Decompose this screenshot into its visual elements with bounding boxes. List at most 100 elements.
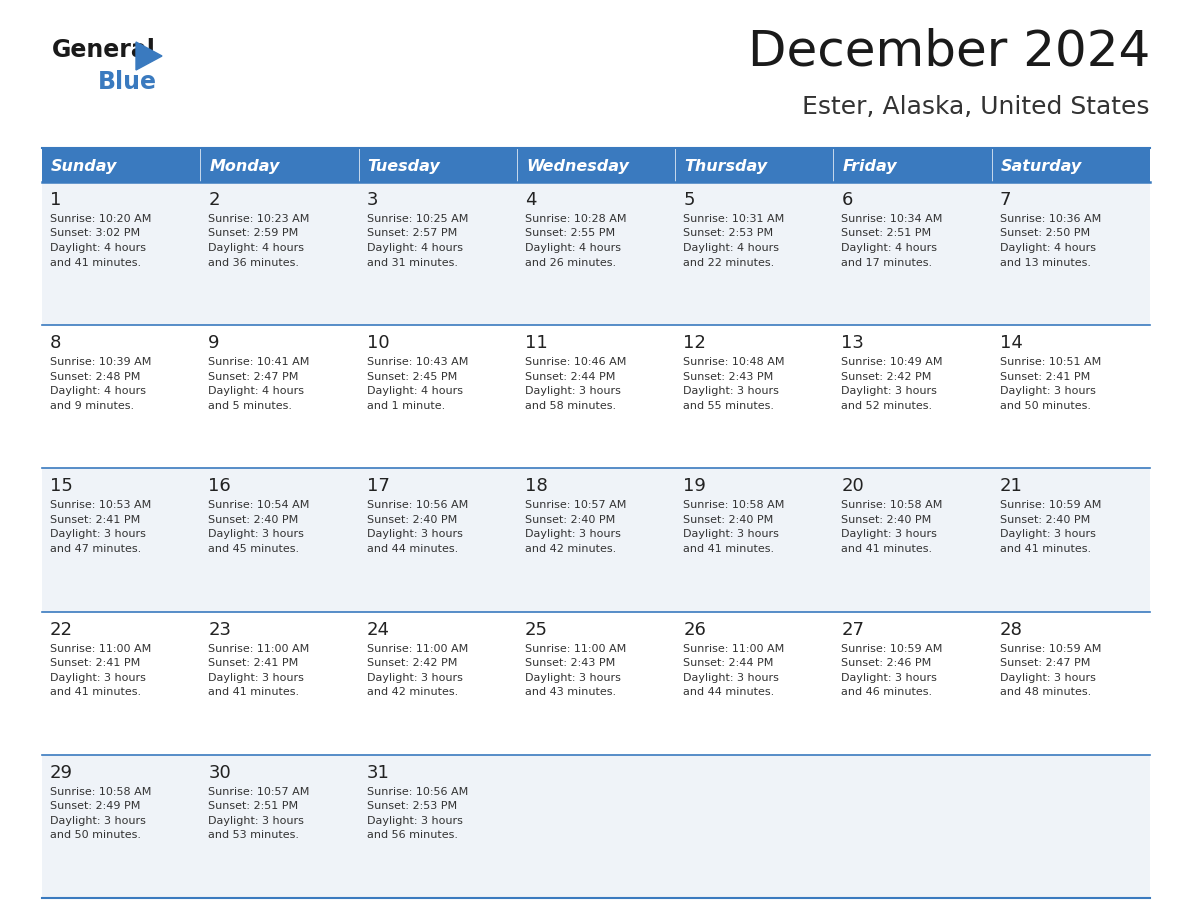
Text: Daylight: 3 hours: Daylight: 3 hours	[367, 673, 462, 683]
Text: and 41 minutes.: and 41 minutes.	[50, 687, 141, 697]
Text: Sunset: 2:53 PM: Sunset: 2:53 PM	[367, 801, 456, 812]
Text: and 46 minutes.: and 46 minutes.	[841, 687, 933, 697]
Text: Sunrise: 10:41 AM: Sunrise: 10:41 AM	[208, 357, 310, 367]
Text: 29: 29	[50, 764, 72, 782]
Text: Saturday: Saturday	[1000, 159, 1082, 174]
Text: Daylight: 4 hours: Daylight: 4 hours	[367, 243, 462, 253]
Text: Sunrise: 10:59 AM: Sunrise: 10:59 AM	[1000, 500, 1101, 510]
Text: and 58 minutes.: and 58 minutes.	[525, 400, 617, 410]
Text: 22: 22	[50, 621, 72, 639]
Text: and 41 minutes.: and 41 minutes.	[1000, 543, 1091, 554]
Text: Daylight: 3 hours: Daylight: 3 hours	[525, 386, 621, 397]
Text: Sunrise: 10:58 AM: Sunrise: 10:58 AM	[50, 787, 151, 797]
Text: 12: 12	[683, 334, 706, 353]
Text: Sunset: 2:51 PM: Sunset: 2:51 PM	[841, 229, 931, 239]
Text: Daylight: 3 hours: Daylight: 3 hours	[208, 673, 304, 683]
Text: 1: 1	[50, 191, 62, 209]
Text: Sunset: 2:57 PM: Sunset: 2:57 PM	[367, 229, 457, 239]
Text: Daylight: 4 hours: Daylight: 4 hours	[1000, 243, 1095, 253]
Text: Sunset: 2:44 PM: Sunset: 2:44 PM	[525, 372, 615, 382]
Text: Sunrise: 11:00 AM: Sunrise: 11:00 AM	[367, 644, 468, 654]
Text: Daylight: 3 hours: Daylight: 3 hours	[208, 530, 304, 540]
Text: Sunrise: 10:57 AM: Sunrise: 10:57 AM	[525, 500, 626, 510]
Text: 11: 11	[525, 334, 548, 353]
Text: 5: 5	[683, 191, 695, 209]
Text: Sunrise: 10:54 AM: Sunrise: 10:54 AM	[208, 500, 310, 510]
Text: Sunrise: 10:58 AM: Sunrise: 10:58 AM	[841, 500, 943, 510]
Text: and 9 minutes.: and 9 minutes.	[50, 400, 134, 410]
Text: December 2024: December 2024	[747, 28, 1150, 76]
Text: Sunset: 2:44 PM: Sunset: 2:44 PM	[683, 658, 773, 668]
Text: 27: 27	[841, 621, 865, 639]
Text: Daylight: 3 hours: Daylight: 3 hours	[50, 816, 146, 826]
Text: Sunset: 2:41 PM: Sunset: 2:41 PM	[1000, 372, 1089, 382]
Text: 23: 23	[208, 621, 232, 639]
Text: Daylight: 3 hours: Daylight: 3 hours	[1000, 530, 1095, 540]
Bar	[42, 148, 201, 182]
Text: Sunset: 2:51 PM: Sunset: 2:51 PM	[208, 801, 298, 812]
Text: and 45 minutes.: and 45 minutes.	[208, 543, 299, 554]
Text: Sunrise: 11:00 AM: Sunrise: 11:00 AM	[50, 644, 151, 654]
Text: Daylight: 4 hours: Daylight: 4 hours	[525, 243, 621, 253]
Text: and 31 minutes.: and 31 minutes.	[367, 258, 457, 267]
Text: Sunrise: 11:00 AM: Sunrise: 11:00 AM	[208, 644, 310, 654]
Text: 15: 15	[50, 477, 72, 496]
Text: Sunrise: 11:00 AM: Sunrise: 11:00 AM	[683, 644, 784, 654]
Text: Daylight: 3 hours: Daylight: 3 hours	[841, 530, 937, 540]
Text: and 42 minutes.: and 42 minutes.	[367, 687, 457, 697]
Text: Daylight: 4 hours: Daylight: 4 hours	[50, 243, 146, 253]
Text: Sunset: 2:40 PM: Sunset: 2:40 PM	[525, 515, 615, 525]
Text: and 41 minutes.: and 41 minutes.	[841, 543, 933, 554]
Text: Wednesday: Wednesday	[526, 159, 628, 174]
Text: Daylight: 3 hours: Daylight: 3 hours	[1000, 673, 1095, 683]
Text: 10: 10	[367, 334, 390, 353]
Text: Sunrise: 10:46 AM: Sunrise: 10:46 AM	[525, 357, 626, 367]
Text: Sunset: 3:02 PM: Sunset: 3:02 PM	[50, 229, 140, 239]
Text: 14: 14	[1000, 334, 1023, 353]
Text: Sunset: 2:40 PM: Sunset: 2:40 PM	[841, 515, 931, 525]
Text: 17: 17	[367, 477, 390, 496]
Text: Sunrise: 10:57 AM: Sunrise: 10:57 AM	[208, 787, 310, 797]
Text: Sunrise: 10:51 AM: Sunrise: 10:51 AM	[1000, 357, 1101, 367]
Text: and 50 minutes.: and 50 minutes.	[1000, 400, 1091, 410]
Bar	[517, 148, 675, 182]
Text: 26: 26	[683, 621, 706, 639]
Text: Sunrise: 10:36 AM: Sunrise: 10:36 AM	[1000, 214, 1101, 224]
Text: and 1 minute.: and 1 minute.	[367, 400, 444, 410]
Text: Sunrise: 10:39 AM: Sunrise: 10:39 AM	[50, 357, 151, 367]
Text: 13: 13	[841, 334, 865, 353]
Text: Sunrise: 10:25 AM: Sunrise: 10:25 AM	[367, 214, 468, 224]
Text: Daylight: 3 hours: Daylight: 3 hours	[841, 386, 937, 397]
Text: Blue: Blue	[97, 70, 157, 94]
Text: Daylight: 4 hours: Daylight: 4 hours	[208, 386, 304, 397]
Text: Monday: Monday	[209, 159, 279, 174]
Text: Sunrise: 10:31 AM: Sunrise: 10:31 AM	[683, 214, 784, 224]
Text: Sunset: 2:40 PM: Sunset: 2:40 PM	[683, 515, 773, 525]
Bar	[42, 755, 1150, 898]
Text: Daylight: 3 hours: Daylight: 3 hours	[50, 673, 146, 683]
Bar	[992, 148, 1150, 182]
Text: Daylight: 3 hours: Daylight: 3 hours	[367, 816, 462, 826]
Text: Sunset: 2:47 PM: Sunset: 2:47 PM	[1000, 658, 1091, 668]
Text: Sunrise: 10:59 AM: Sunrise: 10:59 AM	[841, 644, 943, 654]
Text: General: General	[52, 38, 156, 62]
Text: and 53 minutes.: and 53 minutes.	[208, 830, 299, 840]
Text: 18: 18	[525, 477, 548, 496]
Text: Sunset: 2:50 PM: Sunset: 2:50 PM	[1000, 229, 1089, 239]
Text: Daylight: 3 hours: Daylight: 3 hours	[367, 530, 462, 540]
Text: and 26 minutes.: and 26 minutes.	[525, 258, 617, 267]
Text: Daylight: 3 hours: Daylight: 3 hours	[841, 673, 937, 683]
Text: Daylight: 3 hours: Daylight: 3 hours	[525, 673, 621, 683]
Text: and 43 minutes.: and 43 minutes.	[525, 687, 617, 697]
Text: and 36 minutes.: and 36 minutes.	[208, 258, 299, 267]
Text: Sunset: 2:59 PM: Sunset: 2:59 PM	[208, 229, 298, 239]
Text: Sunset: 2:40 PM: Sunset: 2:40 PM	[367, 515, 457, 525]
Text: Sunrise: 10:59 AM: Sunrise: 10:59 AM	[1000, 644, 1101, 654]
Text: Sunset: 2:42 PM: Sunset: 2:42 PM	[841, 372, 931, 382]
Text: and 44 minutes.: and 44 minutes.	[683, 687, 775, 697]
Text: Sunrise: 11:00 AM: Sunrise: 11:00 AM	[525, 644, 626, 654]
Text: Sunday: Sunday	[51, 159, 118, 174]
Text: 4: 4	[525, 191, 536, 209]
Text: Sunrise: 10:58 AM: Sunrise: 10:58 AM	[683, 500, 784, 510]
Polygon shape	[135, 42, 162, 70]
